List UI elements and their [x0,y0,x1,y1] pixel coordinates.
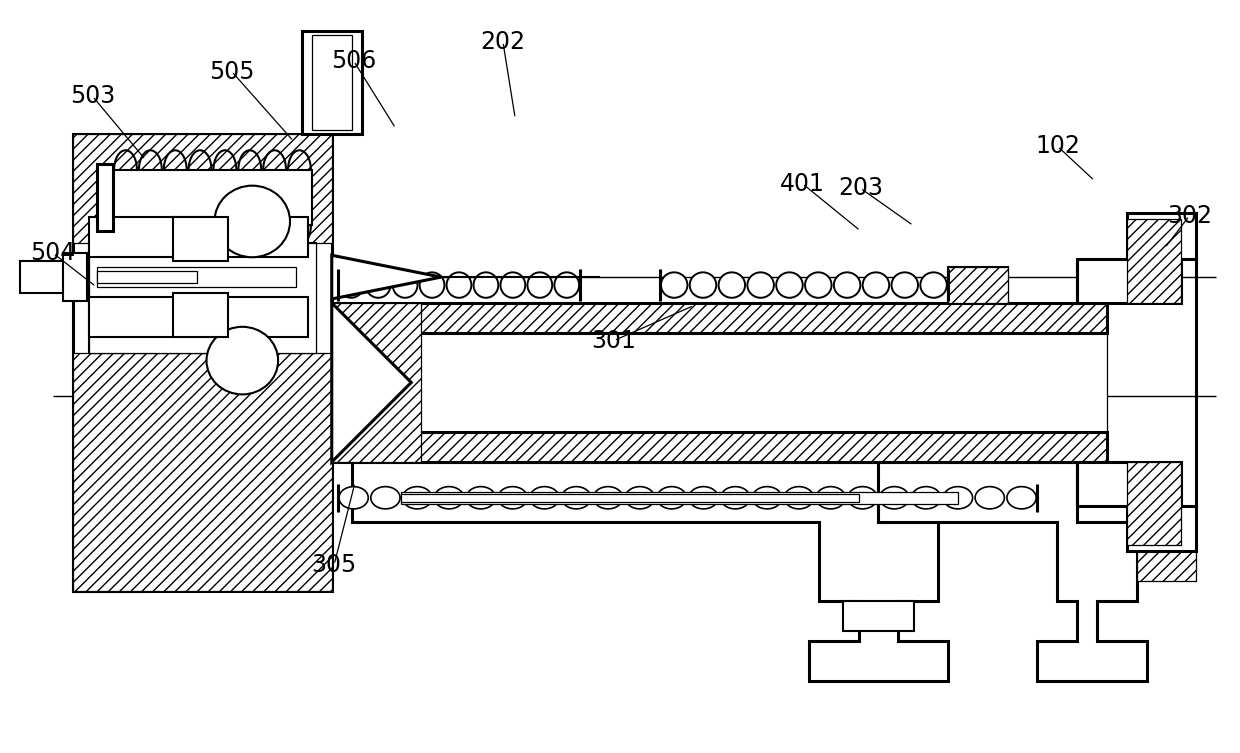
Bar [97,267,296,287]
Bar [63,253,87,301]
Bar [89,297,308,337]
Polygon shape [352,462,949,681]
Bar [402,494,858,501]
Ellipse shape [466,486,496,509]
Polygon shape [73,134,332,591]
Polygon shape [1137,506,1197,581]
Ellipse shape [848,486,877,509]
Text: 401: 401 [780,172,825,196]
Ellipse shape [594,486,622,509]
Bar [113,169,312,225]
Bar [332,333,1107,432]
Ellipse shape [920,273,947,297]
Ellipse shape [207,327,278,395]
Text: 301: 301 [591,328,636,352]
Polygon shape [878,462,1147,681]
Text: 503: 503 [69,84,115,108]
Ellipse shape [554,273,579,297]
Ellipse shape [863,273,889,297]
Ellipse shape [339,273,363,297]
Text: 202: 202 [480,29,526,53]
Bar [89,243,316,352]
Ellipse shape [562,486,591,509]
Polygon shape [332,255,441,299]
Ellipse shape [776,273,802,297]
Text: 505: 505 [210,59,254,84]
Ellipse shape [527,273,552,297]
Bar [402,492,959,504]
Ellipse shape [805,273,832,297]
Ellipse shape [446,273,471,297]
Bar [73,134,332,243]
Polygon shape [1078,214,1197,303]
Ellipse shape [434,486,464,509]
Bar [172,218,228,261]
Bar [843,601,914,631]
Ellipse shape [689,486,718,509]
Text: 506: 506 [331,49,377,73]
Bar [73,352,332,591]
Ellipse shape [657,486,686,509]
Ellipse shape [892,273,918,297]
Bar [97,271,197,283]
Text: 504: 504 [31,241,76,265]
Bar [332,303,422,462]
Polygon shape [332,303,412,462]
Bar [20,261,73,293]
Ellipse shape [1007,486,1037,509]
Text: 302: 302 [1167,204,1211,228]
Ellipse shape [753,486,781,509]
Bar [949,267,1008,303]
Polygon shape [1127,462,1180,545]
Bar [332,432,1107,462]
Ellipse shape [748,273,774,297]
Ellipse shape [879,486,909,509]
Bar [97,164,113,231]
Ellipse shape [498,486,527,509]
Ellipse shape [784,486,813,509]
Ellipse shape [816,486,846,509]
Ellipse shape [529,486,559,509]
Ellipse shape [720,486,750,509]
Ellipse shape [689,273,717,297]
Text: 203: 203 [838,176,883,200]
Ellipse shape [501,273,526,297]
Bar [332,303,1107,333]
Bar [172,293,228,337]
Text: 305: 305 [311,553,357,577]
Ellipse shape [371,486,401,509]
Ellipse shape [419,273,444,297]
Bar [301,31,362,134]
Bar [89,218,308,258]
Ellipse shape [366,273,391,297]
Ellipse shape [339,486,368,509]
Ellipse shape [393,273,418,297]
Ellipse shape [833,273,861,297]
Bar [89,243,316,352]
Ellipse shape [718,273,745,297]
Polygon shape [949,267,1008,303]
Polygon shape [73,522,143,591]
Ellipse shape [474,273,498,297]
Polygon shape [1127,219,1180,303]
Ellipse shape [944,486,972,509]
Polygon shape [1078,462,1197,551]
Ellipse shape [911,486,941,509]
Text: 102: 102 [1035,134,1080,158]
Ellipse shape [403,486,432,509]
Ellipse shape [625,486,655,509]
Ellipse shape [661,273,687,297]
Ellipse shape [975,486,1004,509]
Ellipse shape [215,186,290,258]
Bar [312,35,352,130]
